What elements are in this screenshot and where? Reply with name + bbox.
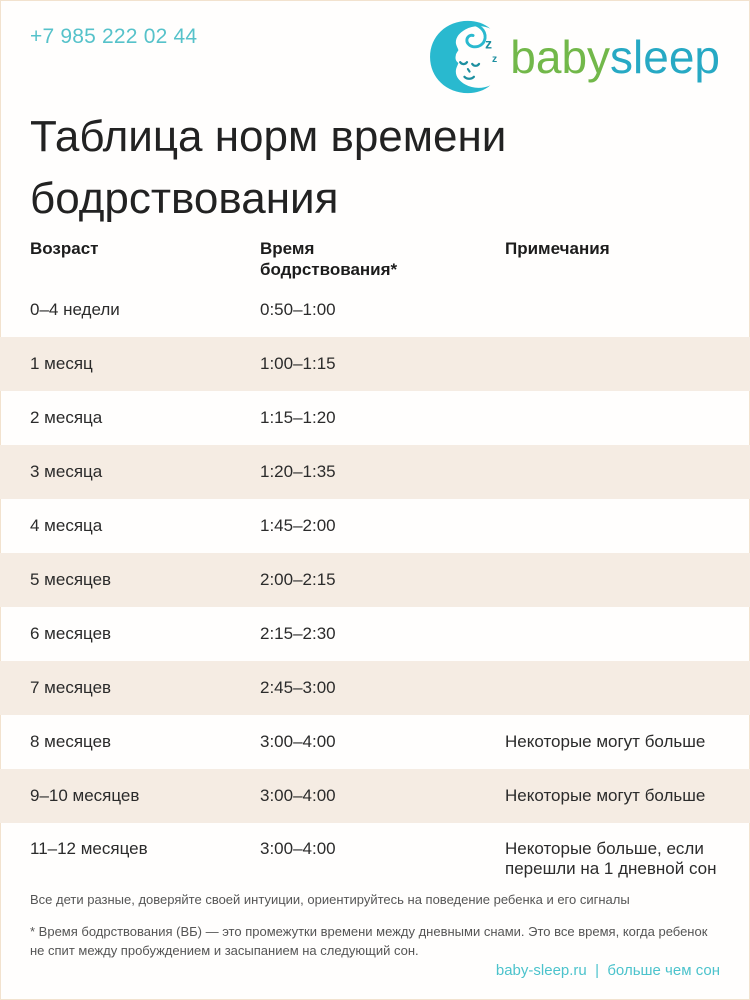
svg-text:z: z bbox=[492, 54, 497, 65]
svg-text:z: z bbox=[485, 36, 492, 51]
